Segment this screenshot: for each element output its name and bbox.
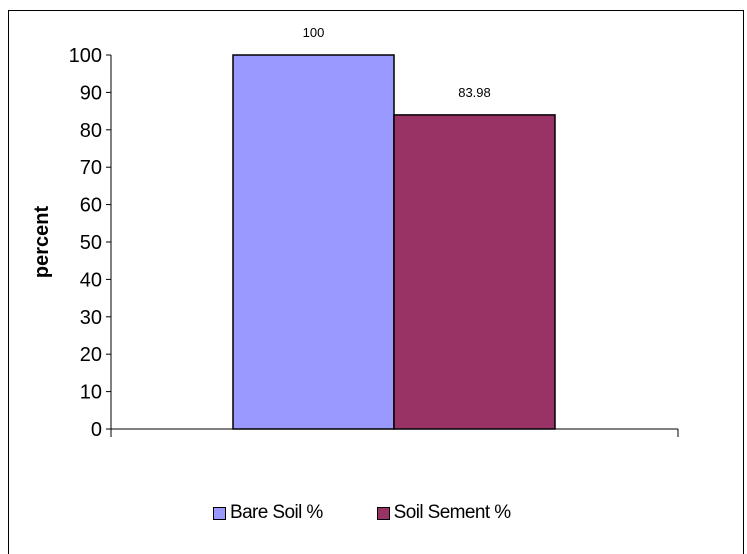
legend: Bare Soil % Soil Sement %	[213, 502, 565, 524]
legend-item-bare-soil: Bare Soil %	[213, 502, 323, 524]
legend-swatch-soil-sement	[376, 506, 390, 520]
legend-label-bare-soil: Bare Soil %	[230, 502, 323, 523]
bar-1	[393, 114, 556, 430]
y-tick-label: 10	[80, 382, 102, 404]
data-label-0: 100	[303, 25, 325, 40]
y-tick-label: 0	[91, 419, 102, 441]
y-tick-label: 60	[80, 195, 102, 217]
y-tick-label: 70	[80, 157, 102, 179]
y-tick-label: 50	[80, 232, 102, 254]
y-axis-label: percent	[31, 206, 53, 279]
bars	[232, 54, 556, 430]
y-tick-label: 100	[69, 45, 102, 67]
y-tick-label: 40	[80, 269, 102, 291]
chart-frame	[8, 10, 744, 554]
data-labels: 100 83.98	[303, 25, 491, 100]
y-axis: 0 10 20 30 40 50 60 70 80 90 100	[69, 45, 679, 441]
legend-label-soil-sement: Soil Sement %	[393, 502, 511, 523]
bar-0	[232, 54, 395, 430]
y-tick-label: 90	[80, 82, 102, 104]
legend-item-soil-sement: Soil Sement %	[376, 502, 511, 524]
y-tick-label: 80	[80, 120, 102, 142]
data-label-1: 83.98	[458, 85, 491, 100]
y-tick-label: 30	[80, 307, 102, 329]
y-tick-label: 20	[80, 344, 102, 366]
legend-swatch-bare-soil	[213, 506, 226, 520]
